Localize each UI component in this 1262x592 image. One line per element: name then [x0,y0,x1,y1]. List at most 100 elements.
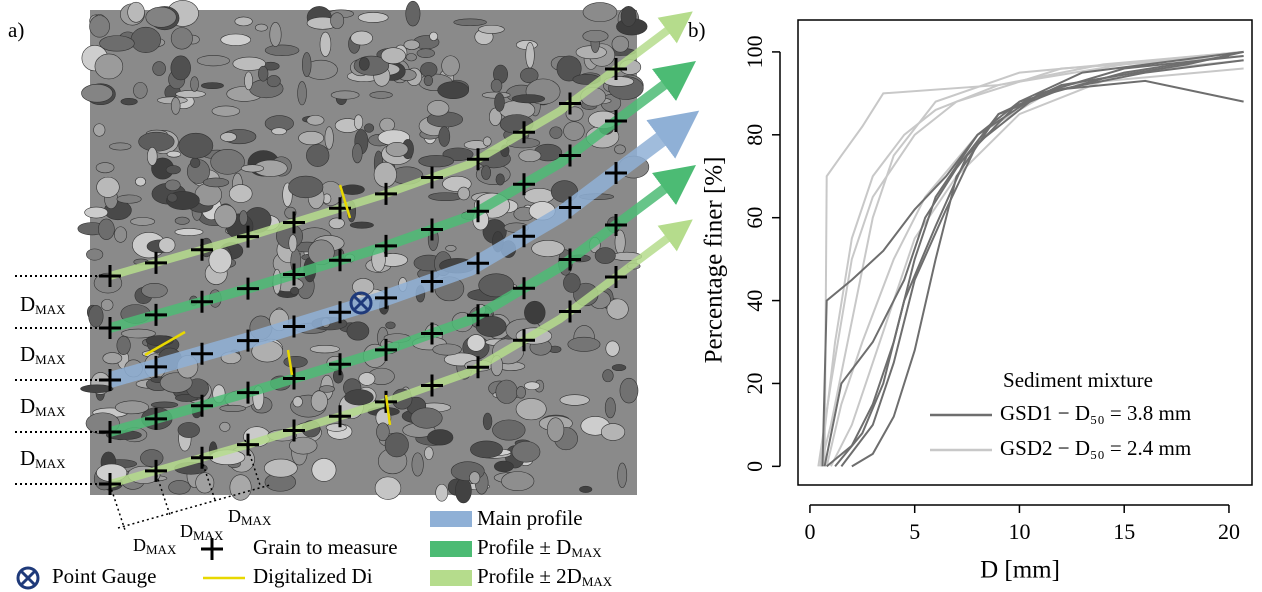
pebble [211,105,241,117]
pebble [116,335,131,355]
pebble [481,165,492,180]
digitalized-grain [338,184,352,219]
profile-line [107,110,700,388]
photo [77,0,650,504]
pebble [346,321,370,341]
pebble [98,218,115,240]
pebble [427,429,454,446]
grain-marker [145,251,167,274]
pebble [619,377,639,404]
pebble [240,164,265,173]
pebble [269,21,282,47]
grain-marker [605,214,627,236]
grain-marker [559,92,581,115]
point-gauge [352,294,370,312]
pebble [99,35,135,52]
y-tick-label: 80 [742,124,767,146]
pebble [170,27,193,50]
pebble [229,184,253,203]
y-tick-label: 20 [742,372,767,394]
digitalized-grain [384,394,392,426]
gsd-curve [834,50,1244,467]
pebble [523,187,555,204]
pebble [290,286,300,295]
pebble [437,81,470,99]
legend-label: Main profile [477,506,583,530]
pebble [559,394,590,406]
grain-marker [467,252,489,275]
dmax-label: DMAX [20,342,66,367]
pebble [170,55,191,81]
x-axis-label: D [mm] [980,557,1060,584]
grain-marker [467,200,489,223]
pebble [563,273,581,293]
pebble [219,421,231,432]
pebble [130,217,156,226]
x-tick-label: 5 [909,519,920,544]
pebble [511,441,541,463]
pebble [441,55,460,77]
pebble [405,53,417,62]
pebble [202,177,230,188]
pebble [453,18,487,27]
pebble [501,471,535,491]
pebble [520,67,539,84]
panel-label: b) [688,18,706,42]
pebble [254,23,268,32]
pebble [264,458,298,478]
gsd-curve [819,50,1244,467]
pebble [606,298,629,320]
pebble [306,144,330,167]
grain-marker [191,342,213,365]
grain-marker [191,394,213,417]
pebble [166,150,182,158]
pebble [418,155,454,168]
pebble [611,35,630,53]
point-gauge [349,291,373,315]
pebble [330,12,345,29]
pebble [310,390,328,412]
pebble [445,245,457,252]
pebble [470,440,503,459]
pebble [164,179,181,192]
grain-marker [283,367,305,390]
pebble [482,412,493,431]
grain-marker [283,419,305,442]
pebble [380,47,406,65]
pebble [423,75,434,86]
y-axis-label: Percentage finer [%] [701,157,728,364]
pebble [515,398,547,421]
pebble [582,29,609,43]
pebble [594,247,616,264]
grain-marker [467,304,489,327]
pebble [174,228,204,236]
pebble [311,458,337,482]
dmax-labels: DMAX DMAX DMAX DMAX DMAX DMAX DMAX [20,292,272,557]
pebble [102,352,123,365]
legend-symbol [16,566,40,590]
pebble [135,176,146,187]
photo-legend: Main profile Grain to measure Profile ± … [16,506,613,590]
pebble [89,15,110,38]
pebble [384,432,409,458]
grain-marker [99,473,121,495]
legend-label: Point Gauge [52,564,156,588]
pebble [350,30,373,46]
pebble [114,226,128,243]
pebble [549,126,563,139]
grain-marker [559,144,581,167]
grain-marker [237,329,259,352]
pebble [81,84,113,103]
pebble [620,6,637,27]
legend-swatch [430,570,472,586]
dmax-label: DMAX [20,394,66,419]
grain-marker [421,166,443,189]
grain-marker [467,148,489,171]
gsd-curve [819,50,1244,467]
pebble [258,65,269,82]
pebble [288,234,298,253]
pebble [93,123,106,137]
pebble [420,62,438,78]
pebble [352,143,363,164]
chart: 0 5 10 15 20 0 20 40 60 80 100 Sediment mixture GSD1… [742,19,1253,544]
